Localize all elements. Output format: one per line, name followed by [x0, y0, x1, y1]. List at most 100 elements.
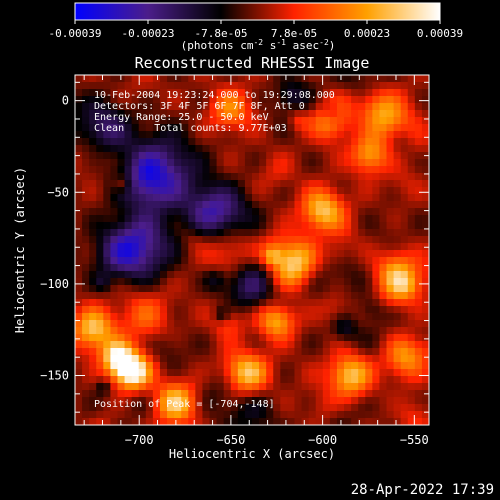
heatmap-cell	[421, 215, 429, 223]
heatmap-cell	[358, 362, 366, 370]
heatmap-cell	[344, 89, 352, 97]
heatmap-cell	[407, 152, 416, 160]
heatmap-cell	[400, 222, 409, 230]
heatmap-cell	[237, 75, 246, 83]
heatmap-cell	[287, 194, 296, 202]
heatmap-cell	[259, 313, 267, 321]
heatmap-cell	[351, 243, 359, 251]
heatmap-cell	[308, 292, 317, 300]
heatmap-cell	[372, 390, 381, 398]
heatmap-cell	[244, 159, 253, 167]
heatmap-cell	[159, 131, 168, 139]
heatmap-cell	[96, 390, 104, 398]
heatmap-cell	[336, 313, 345, 321]
heatmap-cell	[202, 327, 211, 335]
heatmap-cell	[138, 222, 147, 230]
heatmap-cell	[188, 362, 196, 370]
heatmap-cell	[195, 75, 204, 83]
heatmap-cell	[252, 411, 260, 419]
y-axis-label: Heliocentric Y (arcsec)	[13, 167, 27, 333]
heatmap-cell	[181, 131, 189, 139]
heatmap-cell	[252, 327, 260, 335]
heatmap-cell	[294, 376, 303, 384]
heatmap-cell	[407, 173, 416, 181]
heatmap-cell	[287, 285, 296, 293]
heatmap-cell	[294, 257, 303, 265]
heatmap-cell	[216, 299, 225, 307]
heatmap-cell	[82, 411, 90, 419]
heatmap-cell	[117, 215, 126, 223]
heatmap-cell	[259, 257, 267, 265]
heatmap-cell	[244, 110, 253, 118]
heatmap-cell	[336, 250, 345, 258]
heatmap-cell	[322, 334, 331, 342]
heatmap-cell	[209, 103, 218, 111]
heatmap-cell	[138, 236, 147, 244]
heatmap-cell	[216, 257, 225, 265]
heatmap-cell	[301, 348, 310, 356]
heatmap-cell	[252, 75, 260, 83]
heatmap-cell	[124, 369, 133, 377]
heatmap-cell	[89, 320, 97, 328]
heatmap-cell	[322, 124, 331, 132]
heatmap-cell	[82, 369, 90, 377]
heatmap-cell	[421, 187, 429, 195]
heatmap-cell	[230, 327, 239, 335]
heatmap-cell	[393, 271, 402, 279]
heatmap-cell	[259, 362, 267, 370]
heatmap-cell	[301, 341, 310, 349]
heatmap-cell	[287, 369, 296, 377]
heatmap-cell	[393, 180, 402, 188]
heatmap-cell	[209, 243, 218, 251]
heatmap-cell	[237, 229, 246, 237]
heatmap-cell	[407, 201, 416, 209]
heatmap-cell	[344, 306, 352, 314]
heatmap-cell	[131, 173, 140, 181]
heatmap-cell	[145, 201, 154, 209]
heatmap-cell	[103, 131, 111, 139]
heatmap-cell	[159, 383, 168, 391]
heatmap-cell	[322, 320, 331, 328]
heatmap-cell	[75, 306, 83, 314]
heatmap-cell	[167, 292, 175, 300]
colorbar-tick-label: -7.8e-05	[195, 27, 248, 40]
heatmap-cell	[152, 152, 161, 160]
heatmap-cell	[138, 271, 147, 279]
heatmap-cell	[379, 187, 388, 195]
heatmap-cell	[365, 180, 373, 188]
heatmap-cell	[400, 327, 409, 335]
heatmap-cell	[358, 117, 366, 125]
heatmap-cell	[294, 96, 303, 104]
heatmap-cell	[365, 369, 373, 377]
heatmap-cell	[103, 208, 111, 216]
heatmap-cell	[393, 306, 402, 314]
heatmap-cell	[407, 285, 416, 293]
heatmap-cell	[89, 292, 97, 300]
heatmap-cell	[202, 362, 211, 370]
heatmap-cell	[103, 152, 111, 160]
heatmap-cell	[386, 348, 395, 356]
heatmap-cell	[174, 418, 182, 425]
heatmap-cell	[230, 341, 239, 349]
heatmap-cell	[138, 327, 147, 335]
heatmap-cell	[294, 418, 303, 425]
heatmap-cell	[188, 264, 196, 272]
heatmap-cell	[344, 250, 352, 258]
heatmap-cell	[351, 390, 359, 398]
heatmap-cell	[216, 194, 225, 202]
heatmap-cell	[344, 341, 352, 349]
heatmap-cell	[358, 348, 366, 356]
heatmap-cell	[216, 131, 225, 139]
heatmap-cell	[287, 180, 296, 188]
heatmap-cell	[407, 348, 416, 356]
heatmap-cell	[167, 306, 175, 314]
heatmap-cell	[96, 285, 104, 293]
heatmap-cell	[414, 187, 423, 195]
heatmap-cell	[96, 278, 104, 286]
heatmap-cell	[117, 271, 126, 279]
heatmap-cell	[202, 355, 211, 363]
heatmap-cell	[167, 257, 175, 265]
heatmap-cell	[407, 131, 416, 139]
heatmap-cell	[138, 299, 147, 307]
heatmap-cell	[82, 257, 90, 265]
